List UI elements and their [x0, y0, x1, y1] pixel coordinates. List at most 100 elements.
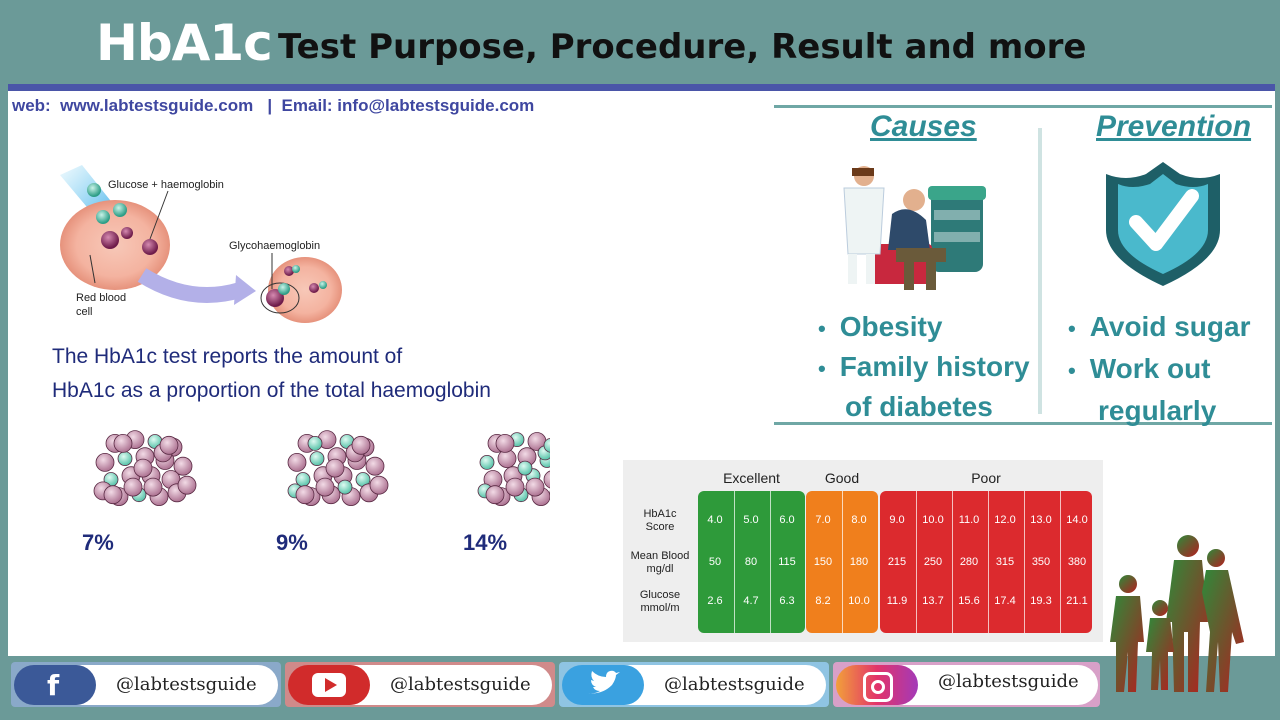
molecule [315, 477, 335, 497]
excellent-segment [698, 491, 805, 633]
poor-segment [880, 491, 1092, 633]
table-cell-hba1c: 6.0 [779, 514, 795, 526]
table-cell-mean-blood: 150 [813, 556, 833, 568]
table-cell-mean-blood: 350 [1031, 556, 1051, 568]
molecule [103, 485, 123, 505]
table-cell-mean-blood: 50 [708, 556, 722, 568]
label-cell: cell [76, 306, 93, 318]
causes-item-family-history: • Family history [818, 351, 1030, 382]
molecule [485, 485, 505, 505]
process-arrow [137, 268, 243, 303]
page-title-main: HbA1c [96, 14, 273, 72]
table-column-divider [770, 491, 771, 633]
molecule [117, 451, 133, 466]
table-cell-mean-blood: 80 [744, 556, 758, 568]
group-excellent: Excellent [723, 470, 780, 486]
causes-item-obesity: • Obesity [818, 311, 943, 342]
table-cell-hba1c: 5.0 [743, 514, 759, 526]
twitter-pill [608, 665, 826, 705]
causes-divider [1038, 128, 1042, 414]
molecule-clusters [93, 430, 550, 506]
molecule [543, 470, 550, 489]
glycation-diagram [60, 165, 342, 323]
table-cell-hba1c: 10.0 [922, 514, 944, 526]
row-label-glucose: Glucose mmol/m [639, 589, 681, 614]
molecule [543, 437, 550, 453]
header-divider [8, 84, 1275, 91]
facebook-icon[interactable]: f [14, 665, 96, 705]
youtube-icon[interactable] [288, 665, 370, 705]
contact-line[interactable]: web: www.labtestsguide.com | Email: info… [12, 96, 535, 115]
table-cell-glucose: 15.6 [958, 595, 980, 607]
table-cell-hba1c: 4.0 [707, 514, 723, 526]
molecule [517, 460, 533, 476]
label-red-blood: Red blood [76, 292, 127, 304]
causes-top-border [774, 105, 1272, 108]
molecule [287, 453, 307, 472]
shield-check-icon [1106, 162, 1220, 286]
prevention-item-work-out: • Work out [1068, 353, 1211, 384]
label-glucose-haemoglobin: Glucose + haemoglobin [108, 179, 224, 191]
table-cell-glucose: 11.9 [886, 595, 908, 607]
table-cell-glucose: 4.7 [743, 595, 759, 607]
description-line-1: The HbA1c test reports the amount of [52, 345, 403, 368]
row-label-hba1c: HbA1c Score [643, 508, 677, 533]
molecule [495, 433, 515, 453]
molecule [133, 458, 153, 478]
table-cell-glucose: 2.6 [707, 595, 723, 607]
twitter-handle[interactable]: @labtestsguide [664, 674, 805, 695]
description-line-2: HbA1c as a proportion of the total haemo… [52, 379, 491, 402]
row-label-mean-blood: Mean Blood mg/dl [630, 550, 690, 575]
table-cell-glucose: 21.1 [1066, 595, 1088, 607]
table-cell-glucose: 13.7 [922, 595, 944, 607]
youtube-handle[interactable]: @labtestsguide [390, 674, 531, 695]
youtube-pill [334, 665, 552, 705]
table-cell-hba1c: 7.0 [815, 514, 831, 526]
table-cell-mean-blood: 315 [995, 556, 1015, 568]
table-cell-hba1c: 9.0 [889, 514, 905, 526]
molecule [159, 435, 179, 455]
instagram-icon[interactable] [836, 665, 918, 705]
table-column-divider [988, 491, 989, 633]
molecule [525, 477, 545, 497]
table-column-divider [1024, 491, 1025, 633]
percent-14: 14% [463, 530, 508, 555]
table-cell-glucose: 17.4 [994, 595, 1016, 607]
family-silhouette-icon [1110, 535, 1244, 692]
prevention-item-regularly: regularly [1098, 395, 1217, 426]
table-cell-hba1c: 8.0 [851, 514, 867, 526]
table-cell-glucose: 19.3 [1030, 595, 1052, 607]
table-column-divider [1060, 491, 1061, 633]
causes-heading: Causes [870, 110, 977, 143]
table-column-divider [734, 491, 735, 633]
header-bar [0, 0, 1280, 86]
table-column-divider [916, 491, 917, 633]
instagram-handle[interactable]: @labtestsguide [938, 671, 1079, 692]
table-cell-hba1c: 12.0 [994, 514, 1016, 526]
table-column-divider [952, 491, 953, 633]
molecule [307, 435, 323, 451]
table-cell-hba1c: 13.0 [1030, 514, 1052, 526]
page-title-rest: Test Purpose, Procedure, Result and more [278, 27, 1087, 67]
label-glycohaemoglobin: Glycohaemoglobin [229, 240, 321, 252]
instagram-pill [882, 665, 1098, 705]
table-cell-hba1c: 14.0 [1066, 514, 1088, 526]
molecule [123, 477, 143, 497]
table-cell-mean-blood: 180 [849, 556, 869, 568]
molecule [113, 433, 133, 453]
table-cell-hba1c: 11.0 [958, 514, 980, 526]
twitter-icon[interactable] [562, 665, 644, 705]
molecule [143, 477, 163, 497]
table-cell-mean-blood: 250 [923, 556, 943, 568]
table-cell-glucose: 8.2 [815, 595, 831, 607]
hba1c-description: The HbA1c test reports the amount of HbA… [52, 340, 491, 408]
facebook-pill [60, 665, 278, 705]
table-cell-mean-blood: 280 [959, 556, 979, 568]
molecule [309, 451, 325, 466]
table-cell-mean-blood: 215 [887, 556, 907, 568]
causes-item-of-diabetes: of diabetes [845, 391, 993, 422]
facebook-handle[interactable]: @labtestsguide [116, 674, 257, 695]
table-column-divider [842, 491, 843, 633]
molecule [177, 475, 197, 495]
percent-7: 7% [82, 530, 114, 555]
